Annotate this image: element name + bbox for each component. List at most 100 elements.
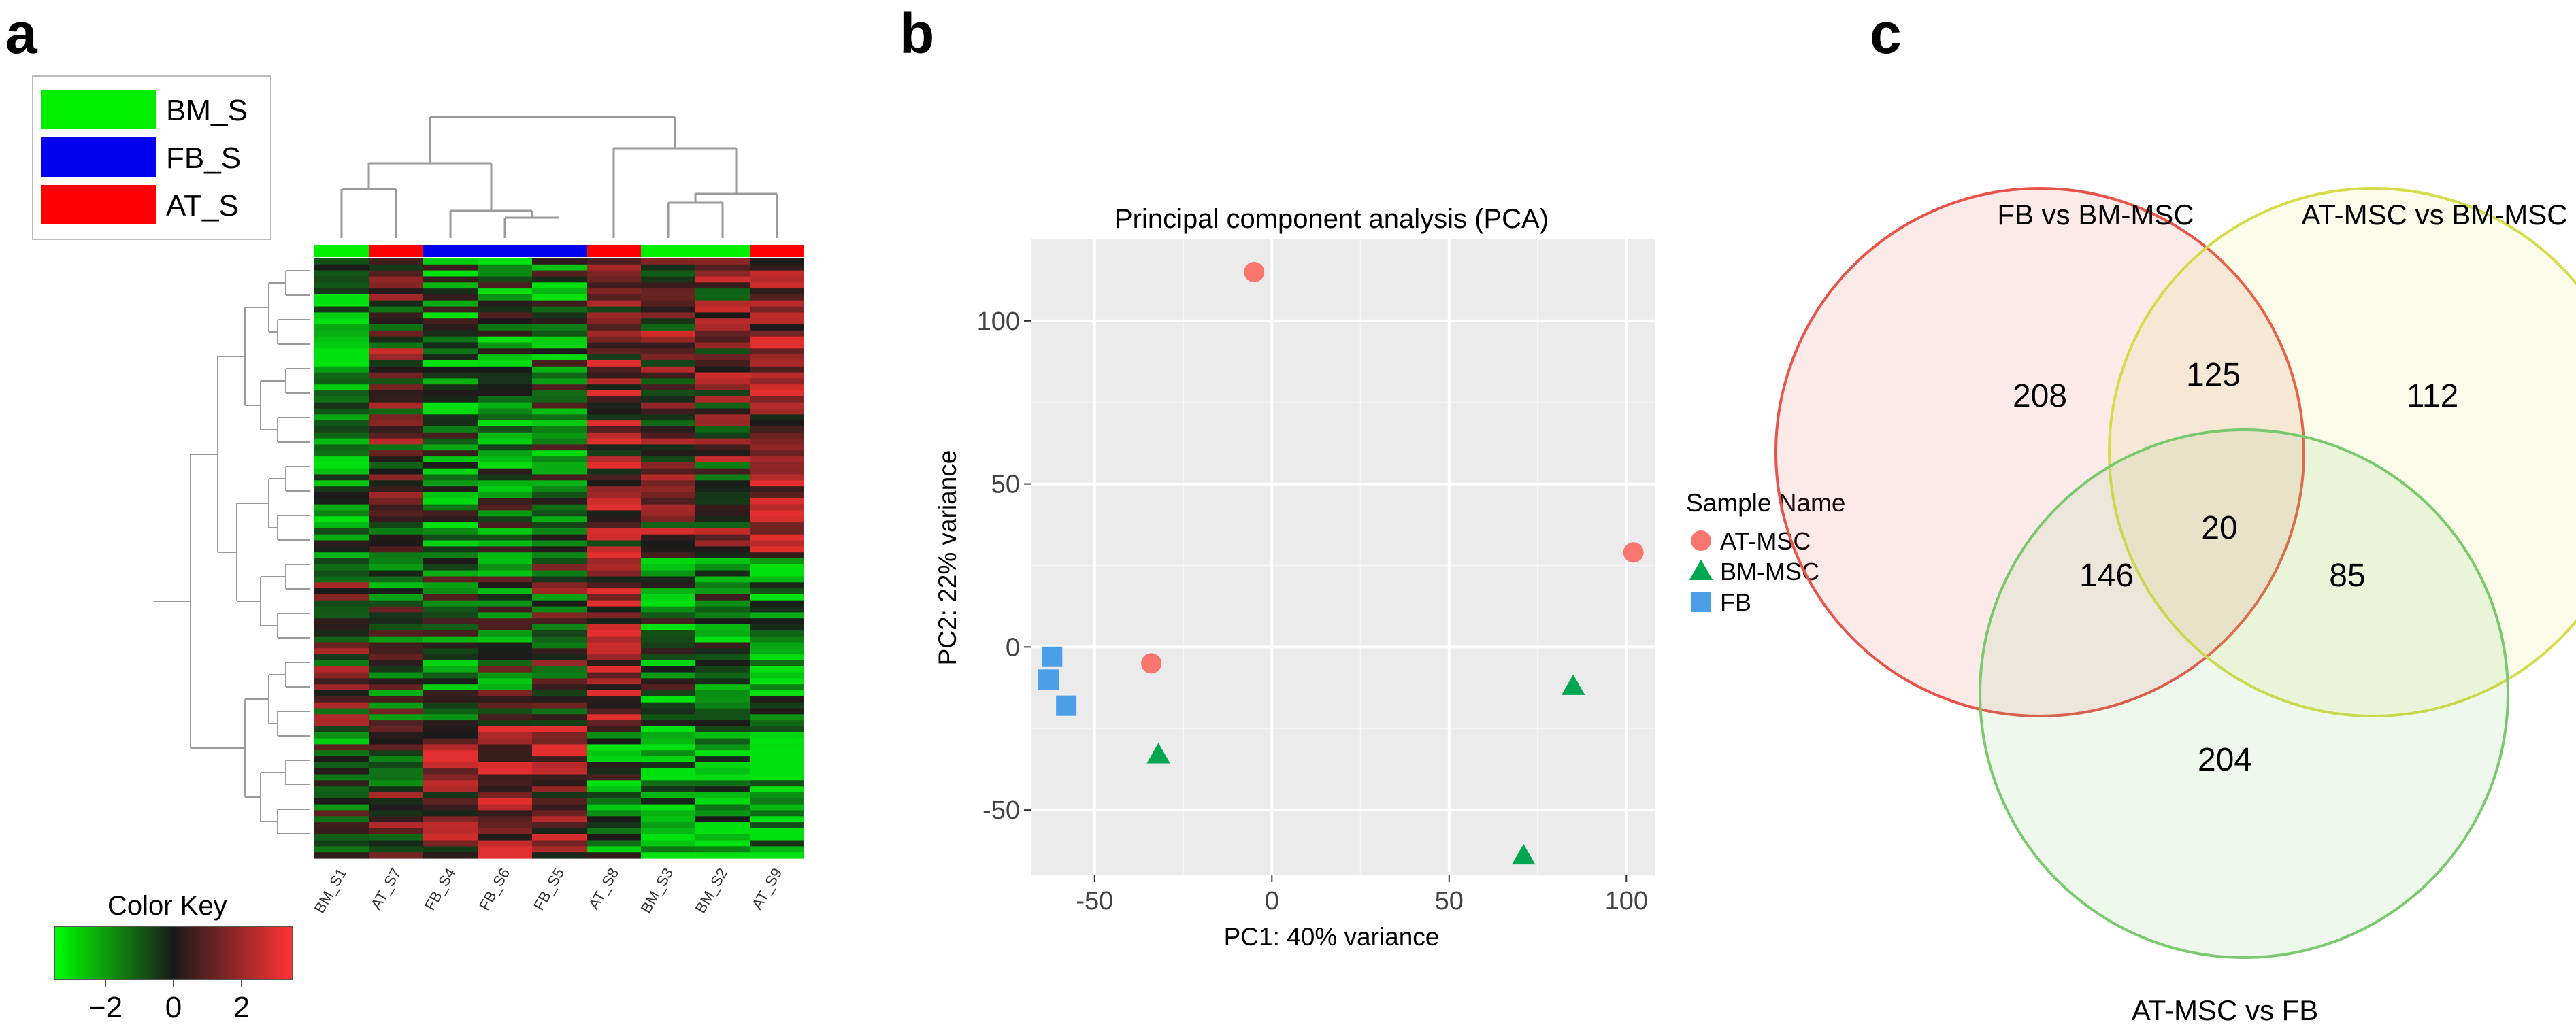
heat-cell	[369, 678, 423, 685]
heat-cell	[695, 522, 750, 529]
sample-label-bm_s2: BM_S2	[692, 865, 731, 916]
heat-cell	[532, 786, 587, 793]
heat-cell	[369, 402, 423, 409]
heat-cell	[369, 330, 423, 337]
heat-cell	[314, 750, 369, 757]
heat-cell	[695, 300, 750, 307]
heat-cell	[369, 444, 423, 451]
heat-cell	[314, 462, 369, 469]
heat-cell	[587, 324, 641, 331]
venn-circle-at-vs-bm	[2108, 187, 2576, 717]
heat-cell	[750, 402, 804, 409]
heat-cell	[478, 756, 532, 763]
heat-cell	[641, 612, 695, 619]
heat-cell	[478, 852, 532, 859]
heat-cell	[641, 510, 695, 517]
heat-cell	[314, 534, 369, 541]
heat-cell	[478, 306, 532, 313]
heat-cell	[587, 348, 641, 355]
heat-cell	[532, 336, 587, 343]
heat-cell	[369, 540, 423, 547]
heat-cell	[369, 600, 423, 607]
heat-cell	[478, 564, 532, 571]
heat-cell	[314, 258, 369, 265]
heat-cell	[478, 444, 532, 451]
heat-cell	[423, 630, 478, 637]
heat-cell	[641, 264, 695, 271]
legend-label-at_s: AT_S	[166, 189, 239, 222]
heat-cell	[423, 348, 478, 355]
heat-cell	[478, 300, 532, 307]
heat-cell	[532, 306, 587, 313]
pca-y-tick-label: 50	[991, 471, 1020, 499]
heat-cell	[423, 726, 478, 733]
row-dendrogram	[153, 270, 310, 834]
heat-cell	[369, 546, 423, 553]
heat-cell	[532, 780, 587, 787]
heat-cell	[695, 666, 750, 673]
heat-cell	[587, 696, 641, 703]
heat-cell	[478, 342, 532, 349]
heat-cell	[314, 804, 369, 811]
heat-cell	[423, 534, 478, 541]
heat-cell	[423, 546, 478, 553]
heat-cell	[750, 732, 804, 739]
heat-cell	[478, 810, 532, 817]
heat-cell	[641, 354, 695, 361]
heat-cell	[532, 696, 587, 703]
heat-cell	[587, 396, 641, 403]
pca-ticks: -50 0 50 100 -50 0 50 100	[977, 307, 1648, 915]
heat-cell	[369, 774, 423, 781]
heat-cell	[695, 450, 750, 457]
heat-cell	[423, 744, 478, 751]
heat-cell	[532, 552, 587, 559]
heat-cell	[641, 648, 695, 655]
heat-cell	[641, 732, 695, 739]
heat-cell	[641, 672, 695, 679]
heat-cell	[532, 498, 587, 505]
heat-cell	[532, 396, 587, 403]
sample-bar-fb_s4	[423, 245, 478, 257]
pca-y-tick-label: -50	[982, 796, 1020, 825]
heat-cell	[587, 552, 641, 559]
heat-cell	[478, 540, 532, 547]
heat-cell	[641, 756, 695, 763]
heat-cell	[423, 276, 478, 283]
heat-cell	[695, 762, 750, 769]
heat-cell	[369, 648, 423, 655]
heat-cell	[423, 792, 478, 799]
heat-cell	[750, 486, 804, 493]
heat-cell	[314, 642, 369, 649]
heat-cell	[369, 294, 423, 301]
heat-cell	[478, 642, 532, 649]
heat-cell	[423, 330, 478, 337]
heat-cell	[369, 732, 423, 739]
heat-cell	[750, 612, 804, 619]
heat-cell	[750, 372, 804, 379]
heat-cell	[587, 816, 641, 823]
legend-label-fb_s: FB_S	[166, 141, 241, 175]
heat-cell	[478, 726, 532, 733]
heat-cell	[532, 588, 587, 595]
heat-cell	[478, 702, 532, 709]
heat-cell	[478, 354, 532, 361]
heat-cell	[695, 336, 750, 343]
heat-cell	[369, 498, 423, 505]
heat-cell	[641, 744, 695, 751]
heat-cell	[423, 810, 478, 817]
venn-panel: FB vs BM-MSC AT-MSC vs BM-MSC AT-MSC vs …	[1774, 187, 2576, 1026]
heat-cell	[478, 282, 532, 289]
heat-cell	[750, 474, 804, 481]
pca-legend-key-at-msc	[1691, 530, 1711, 551]
heat-cell	[423, 402, 478, 409]
heat-cell	[423, 666, 478, 673]
legend-swatch-fb_s	[41, 137, 156, 177]
heat-cell	[423, 672, 478, 679]
heat-cell	[641, 306, 695, 313]
heat-cell	[532, 432, 587, 439]
heat-cell	[314, 552, 369, 559]
heat-cell	[423, 564, 478, 571]
heat-cell	[641, 414, 695, 421]
heat-cell	[369, 630, 423, 637]
heat-cell	[369, 570, 423, 577]
